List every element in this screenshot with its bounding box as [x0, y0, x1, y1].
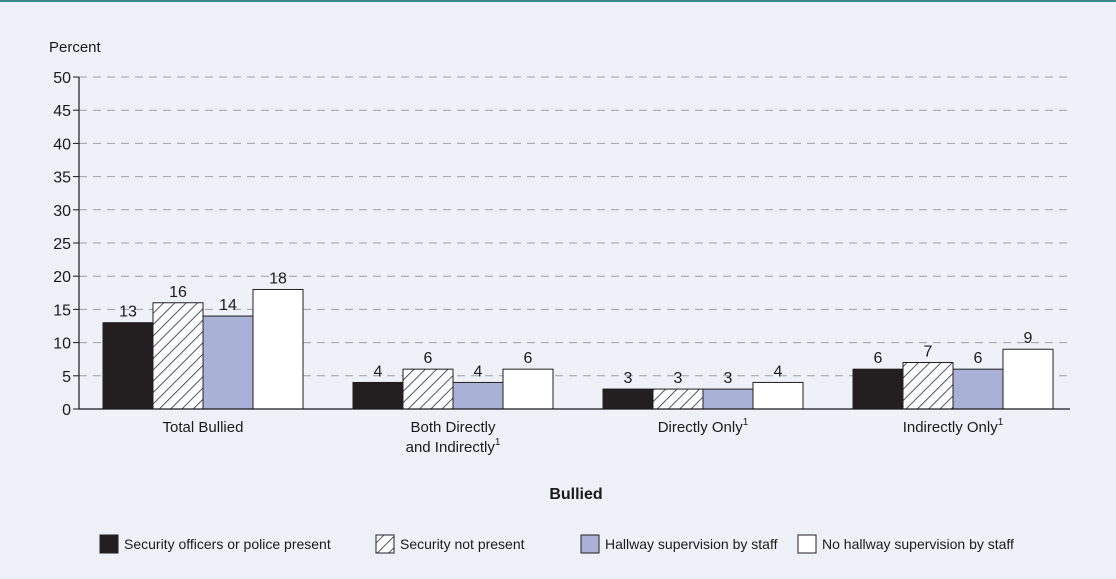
data-label: 3 [674, 370, 683, 387]
footnote-marker: 1 [495, 437, 501, 448]
y-tick-label: 45 [53, 103, 71, 120]
bar [502, 368, 554, 410]
grid-lines [79, 76, 1070, 377]
data-label: 6 [974, 350, 983, 367]
data-label: 13 [119, 304, 137, 321]
legend-label: Security officers or police present [124, 536, 331, 552]
bar [1002, 348, 1054, 410]
bar [402, 368, 454, 410]
data-label: 9 [1024, 330, 1033, 347]
bar [752, 381, 804, 410]
legend-label: Hallway supervision by staff [605, 536, 778, 552]
data-label: 4 [374, 363, 383, 380]
data-label: 18 [269, 270, 287, 287]
data-label: 6 [424, 350, 433, 367]
bar [652, 388, 704, 410]
data-label: 3 [624, 370, 633, 387]
bar [352, 381, 404, 410]
y-tick-label: 5 [62, 369, 71, 386]
x-tick-label: and Indirectly1 [406, 437, 501, 456]
data-label: 14 [219, 297, 237, 314]
y-tick-label: 50 [53, 70, 71, 87]
y-tick-label: 25 [53, 236, 71, 253]
data-label: 6 [524, 350, 533, 367]
x-tick-label: Indirectly Only1 [903, 417, 1004, 436]
data-label: 7 [924, 344, 933, 361]
data-label: 4 [774, 363, 783, 380]
axes [78, 77, 1070, 410]
bar [702, 388, 754, 410]
bars [102, 288, 1054, 410]
legend-swatch [375, 534, 395, 554]
x-tick-label: Directly Only1 [658, 417, 749, 436]
y-tick-label: 30 [53, 203, 71, 220]
data-label: 16 [169, 284, 187, 301]
bar [202, 315, 254, 410]
data-label: 3 [724, 370, 733, 387]
y-tick-label: 10 [53, 336, 71, 353]
x-tick-label: Total Bullied [163, 419, 244, 436]
y-tick-label: 15 [53, 302, 71, 319]
bar [902, 362, 954, 410]
x-tick-label: Both Directly [410, 419, 496, 436]
legend-label: No hallway supervision by staff [822, 536, 1014, 552]
bar [852, 368, 904, 410]
data-labels: 13 4 3 6 16 6 3 7 14 4 3 6 18 6 4 9 [119, 270, 1032, 387]
y-tick-label: 20 [53, 269, 71, 286]
bar [452, 381, 504, 410]
bar [252, 288, 304, 410]
y-tick-label: 0 [62, 402, 71, 419]
x-tick-label-text: Both Directly [410, 419, 496, 436]
legend-swatch [99, 534, 119, 554]
x-tick-label-text: Indirectly Only [903, 419, 999, 436]
x-axis-label: Bullied [549, 486, 602, 503]
y-tick-label: 40 [53, 136, 71, 153]
x-tick-label-text: and Indirectly [406, 439, 496, 456]
x-tick-label-text: Total Bullied [163, 419, 244, 436]
legend-label: Security not present [400, 536, 525, 552]
legend: Security officers or police present Secur… [99, 534, 1014, 554]
bar [152, 302, 204, 410]
y-axis-label: Percent [49, 39, 102, 56]
data-label: 6 [874, 350, 883, 367]
footnote-marker: 1 [998, 417, 1004, 428]
legend-swatch [580, 534, 600, 554]
data-label: 4 [474, 363, 483, 380]
x-tick-label-text: Directly Only [658, 419, 744, 436]
y-tick-labels: 0 5 10 15 20 25 30 35 40 45 50 [53, 70, 79, 419]
footnote-marker: 1 [743, 417, 749, 428]
y-tick-label: 35 [53, 170, 71, 187]
bar [952, 368, 1004, 410]
legend-swatch [797, 534, 817, 554]
bar [102, 322, 154, 410]
bar [602, 388, 654, 410]
